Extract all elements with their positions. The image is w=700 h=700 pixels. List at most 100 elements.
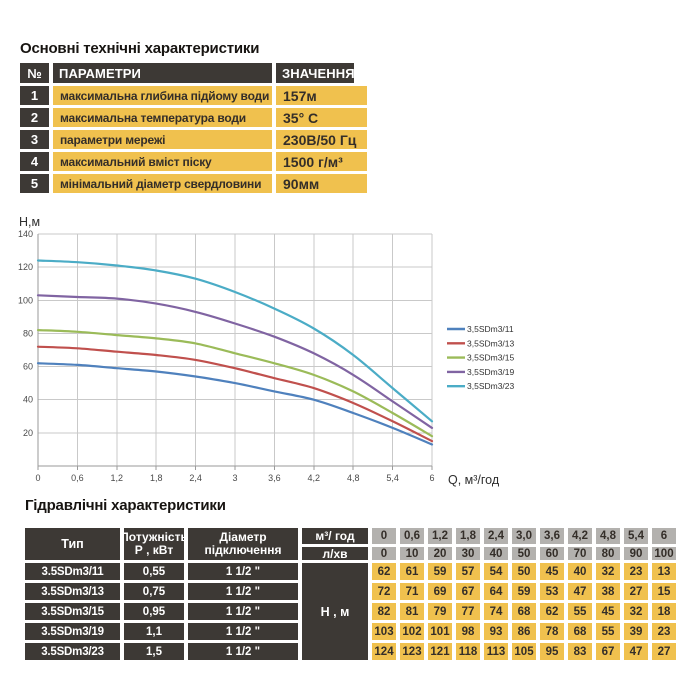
hydro-flow-m3-cell: 3,0	[512, 528, 536, 544]
y-tick-label: 140	[18, 229, 33, 239]
hydro-diameter-cell: 1 1/2 "	[188, 623, 298, 640]
tech-row-param: мінімальний діаметр свердловини	[53, 174, 272, 193]
hydro-flow-l-cell: 20	[428, 547, 452, 560]
hydro-head-value-cell: 53	[540, 583, 564, 600]
hydro-header-type: Тип	[25, 528, 120, 560]
y-tick-label: 80	[23, 328, 33, 338]
hydro-header-flow-l: л/хв	[302, 547, 368, 561]
hydro-flow-m3-cell: 2,4	[484, 528, 508, 544]
y-tick-label: 100	[18, 295, 33, 305]
pump-curves-chart: 20 40 60 80 100 120 140 0 0,6 1,2 1,8 2,4 3 3,6 4,2 4,8…	[18, 215, 515, 487]
hydro-flow-l-cell: 50	[512, 547, 536, 560]
hydro-head-value-cell: 82	[372, 603, 396, 620]
hydro-flow-m3-cell: 1,8	[456, 528, 480, 544]
hydro-head-value-cell: 39	[624, 623, 648, 640]
hydro-power-cell: 0,55	[124, 563, 184, 580]
hydro-flow-m3-cell: 5,4	[624, 528, 648, 544]
tech-row-value: 90мм	[276, 174, 367, 193]
hydro-head-value-cell: 67	[456, 583, 480, 600]
legend-label: 3,5SDm3/19	[467, 367, 515, 377]
series-line-3,5SDm3/19	[36, 294, 434, 429]
hydro-head-value-cell: 86	[512, 623, 536, 640]
hydro-head-value-cell: 61	[400, 563, 424, 580]
hydro-head-value-cell: 83	[568, 643, 592, 660]
hydro-table: Тип Потужність Р , кВт Діаметр підключен…	[25, 528, 676, 660]
tech-row-param: максимальний вміст піску	[53, 152, 272, 171]
hydro-head-value-cell: 71	[400, 583, 424, 600]
hydro-header-flow-m3: м³/ год	[302, 528, 368, 544]
hydro-head-value-cell: 15	[652, 583, 676, 600]
hydro-head-value-cell: 59	[428, 563, 452, 580]
hydro-head-value-cell: 101	[428, 623, 452, 640]
hydro-header-power-line1: Потужність	[120, 530, 188, 545]
tech-row-value: 157м	[276, 86, 367, 105]
legend-label: 3,5SDm3/23	[467, 381, 515, 391]
hydro-type-cell: 3.5SDm3/13	[25, 583, 120, 600]
hydro-flow-l-cell: 0	[372, 547, 396, 560]
y-axis-title: Н,м	[19, 215, 40, 229]
tech-row-number: 5	[20, 174, 49, 193]
hydro-head-value-cell: 78	[540, 623, 564, 640]
tech-header-value: ЗНАЧЕННЯ	[276, 63, 355, 83]
hydro-type-cell: 3.5SDm3/15	[25, 603, 120, 620]
hydro-head-value-cell: 79	[428, 603, 452, 620]
hydro-head-value-cell: 62	[540, 603, 564, 620]
hydro-flow-l-cell: 100	[652, 547, 676, 560]
y-tick-label: 20	[23, 428, 33, 438]
tech-row-param: параметри мережі	[53, 130, 272, 149]
x-tick-label: 0,6	[71, 473, 84, 483]
x-tick-label: 3,6	[268, 473, 281, 483]
tech-row-number: 1	[20, 86, 49, 105]
hydro-head-value-cell: 93	[484, 623, 508, 640]
y-tick-label: 120	[18, 262, 33, 272]
hydro-header-head: Н , м	[302, 563, 368, 660]
hydro-header-diameter: Діаметр підключення	[188, 528, 298, 560]
hydro-flow-l-cell: 10	[400, 547, 424, 560]
hydro-head-value-cell: 98	[456, 623, 480, 640]
series-line-3,5SDm3/13	[36, 345, 434, 443]
x-axis-title: Q, м³/год	[448, 473, 500, 487]
tech-specs-title: Основні технічні характеристики	[20, 40, 260, 57]
hydro-head-value-cell: 40	[568, 563, 592, 580]
hydro-head-value-cell: 18	[652, 603, 676, 620]
hydro-head-value-cell: 55	[568, 603, 592, 620]
hydro-head-value-cell: 38	[596, 583, 620, 600]
hydro-head-value-cell: 68	[512, 603, 536, 620]
hydro-head-value-cell: 23	[652, 623, 676, 640]
hydro-head-value-cell: 105	[512, 643, 536, 660]
hydro-head-value-cell: 47	[624, 643, 648, 660]
hydro-head-value-cell: 54	[484, 563, 508, 580]
tech-row-value: 35° С	[276, 108, 367, 127]
tech-row-number: 2	[20, 108, 49, 127]
y-tick-label: 60	[23, 362, 33, 372]
hydro-head-value-cell: 23	[624, 563, 648, 580]
hydro-header-power: Потужність Р , кВт	[120, 528, 188, 560]
hydro-diameter-cell: 1 1/2 "	[188, 583, 298, 600]
x-tick-label: 1,2	[111, 473, 124, 483]
hydro-type-cell: 3.5SDm3/23	[25, 643, 120, 660]
hydro-head-value-cell: 124	[372, 643, 396, 660]
hydro-flow-l-cell: 80	[596, 547, 620, 560]
hydro-head-value-cell: 121	[428, 643, 452, 660]
series-line-3,5SDm3/23	[36, 259, 434, 423]
hydro-head-value-cell: 59	[512, 583, 536, 600]
tech-row-value: 230В/50 Гц	[276, 130, 367, 149]
hydro-flow-l-cell: 60	[540, 547, 564, 560]
hydro-power-cell: 1,1	[124, 623, 184, 640]
hydro-head-value-cell: 113	[484, 643, 508, 660]
hydro-head-value-cell: 77	[456, 603, 480, 620]
tech-row-number: 3	[20, 130, 49, 149]
hydro-title: Гідравлічні характеристики	[25, 497, 226, 514]
hydro-flow-l-cell: 40	[484, 547, 508, 560]
hydro-header-diameter-line1: Діаметр	[219, 530, 267, 545]
hydro-flow-l-cell: 30	[456, 547, 480, 560]
hydro-flow-m3-cell: 6	[652, 528, 676, 544]
tech-row-param: максимальна глибина підйому води	[53, 86, 272, 105]
hydro-head-value-cell: 57	[456, 563, 480, 580]
legend-label: 3,5SDm3/15	[467, 353, 515, 363]
series-line-3,5SDm3/11	[36, 362, 434, 446]
hydro-power-cell: 0,75	[124, 583, 184, 600]
hydro-head-value-cell: 69	[428, 583, 452, 600]
hydro-head-value-cell: 50	[512, 563, 536, 580]
tech-header-number: №	[20, 63, 49, 83]
